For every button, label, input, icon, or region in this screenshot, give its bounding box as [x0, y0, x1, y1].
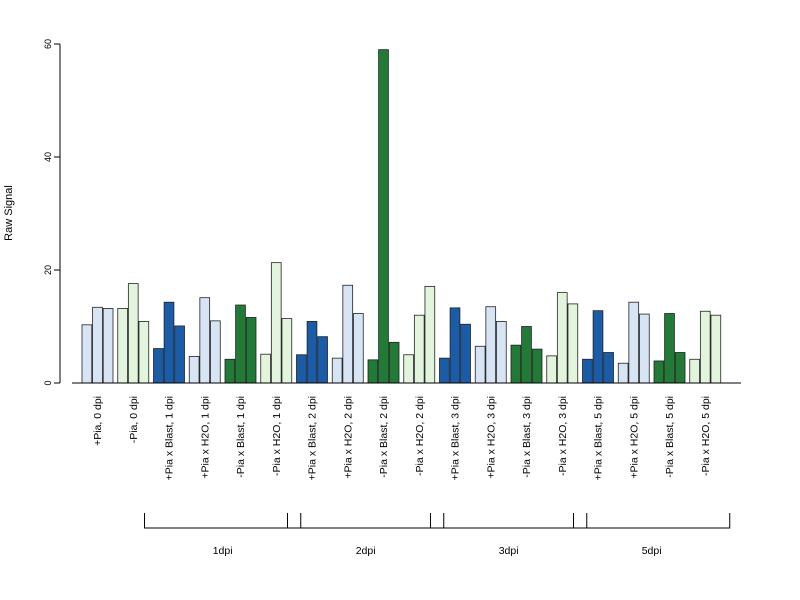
bar — [210, 320, 221, 384]
category-label: -Pia x H2O, 1 dpi — [271, 396, 283, 476]
bar — [664, 313, 675, 384]
bar — [102, 308, 114, 384]
category-label: -Pia x H2O, 3 dpi — [557, 396, 569, 476]
bar — [449, 307, 461, 384]
bar — [567, 303, 579, 384]
group-label: 3dpi — [499, 545, 519, 557]
category-label: -Pia x H2O, 5 dpi — [700, 396, 712, 476]
bar — [496, 321, 507, 384]
bar — [296, 354, 307, 384]
bar — [153, 348, 164, 384]
bar — [188, 356, 200, 384]
bar — [592, 310, 604, 384]
bar — [653, 360, 665, 384]
bar — [521, 326, 532, 384]
bar — [353, 313, 364, 384]
group-bracket — [573, 513, 731, 529]
bar — [281, 318, 293, 384]
x-tick-labels: +Pia, 0 dpi -Pia, 0 dpi +Pia x Blast, 1 dp… — [92, 396, 712, 480]
bar — [546, 355, 557, 384]
group-bracket — [287, 513, 445, 529]
bar — [413, 314, 425, 384]
bar — [582, 358, 593, 384]
group-label: 1dpi — [213, 545, 233, 557]
bar — [127, 283, 139, 384]
bar — [699, 310, 711, 384]
bar — [342, 284, 354, 384]
category-label: +Pia x Blast, 5 dpi — [593, 396, 605, 480]
y-tick-label: 0 — [43, 380, 53, 385]
category-label: +Pia x H2O, 2 dpi — [342, 396, 354, 479]
category-label: +Pia x H2O, 1 dpi — [199, 396, 211, 479]
y-tick-label: 20 — [43, 265, 53, 275]
bar — [628, 301, 640, 384]
category-label: -Pia x Blast, 5 dpi — [664, 396, 676, 478]
category-label: +Pia, 0 dpi — [92, 396, 104, 446]
bar — [117, 308, 128, 384]
bar — [260, 353, 271, 384]
group-label: 5dpi — [642, 545, 662, 557]
category-label: -Pia x Blast, 2 dpi — [378, 396, 390, 478]
group-label: 2dpi — [356, 545, 376, 557]
bar — [367, 359, 379, 384]
bar — [460, 323, 471, 384]
bar — [531, 348, 543, 384]
y-tick-label: 60 — [43, 39, 53, 49]
bar — [317, 336, 328, 384]
bar — [81, 324, 93, 384]
category-label: -Pia, 0 dpi — [128, 396, 140, 443]
bar — [174, 325, 185, 384]
bar — [639, 313, 650, 384]
y-axis: 0 20 40 60 — [43, 39, 61, 386]
bar — [306, 321, 318, 384]
bar — [710, 314, 722, 384]
bar — [403, 354, 414, 384]
bar — [224, 358, 236, 384]
y-tick-label: 40 — [43, 152, 53, 162]
bar — [424, 285, 436, 384]
category-label: +Pia x H2O, 3 dpi — [485, 396, 497, 479]
bar — [439, 357, 450, 384]
group-bracket — [430, 513, 588, 529]
category-label: +Pia x H2O, 5 dpi — [628, 396, 640, 479]
category-label: +Pia x Blast, 2 dpi — [307, 396, 319, 480]
bar — [617, 362, 629, 384]
category-label: +Pia x Blast, 1 dpi — [164, 396, 176, 480]
bar — [689, 358, 700, 384]
bar — [92, 306, 103, 384]
bar — [556, 292, 568, 384]
bar — [235, 304, 246, 384]
bar — [674, 352, 686, 384]
category-label: -Pia x Blast, 1 dpi — [235, 396, 247, 478]
category-label: -Pia x H2O, 2 dpi — [414, 396, 426, 476]
bar — [331, 357, 343, 384]
bar — [510, 344, 522, 384]
group-brackets: 1dpi 2dpi 3dpi 5dpi — [144, 513, 731, 557]
category-label: +Pia x Blast, 3 dpi — [450, 396, 462, 480]
bar — [388, 341, 400, 384]
bar — [485, 306, 497, 384]
bars — [72, 49, 741, 384]
y-axis-label: Raw Signal — [3, 185, 15, 241]
bar — [474, 345, 486, 384]
bar — [270, 262, 282, 384]
bar — [378, 49, 389, 384]
category-label: -Pia x Blast, 3 dpi — [521, 396, 533, 478]
bar — [603, 352, 614, 384]
bar — [199, 297, 211, 384]
bar — [163, 301, 175, 384]
group-bracket — [144, 513, 302, 529]
bar — [138, 321, 150, 384]
bar — [245, 317, 257, 384]
